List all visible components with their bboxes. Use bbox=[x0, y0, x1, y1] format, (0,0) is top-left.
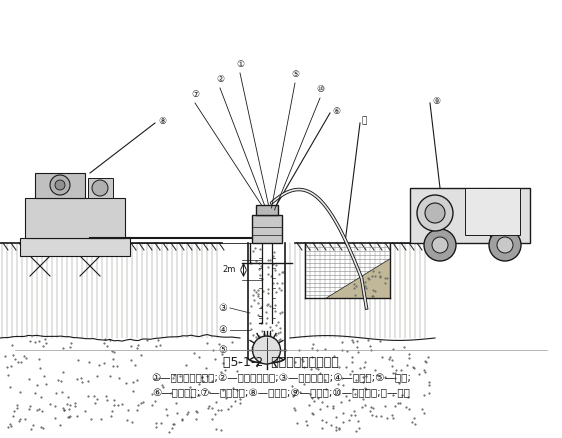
Bar bbox=[25, 198, 125, 238]
Text: ①—气密式旋转钻头;②—气密式传动杆;③—气密式钻杆;④—喷射嘴;⑤—钻头;: ①—气密式旋转钻头;②—气密式传动杆;③—气密式钻杆;④—喷射嘴;⑤—钻头; bbox=[151, 373, 411, 383]
Circle shape bbox=[50, 175, 70, 195]
Circle shape bbox=[252, 336, 280, 364]
Circle shape bbox=[425, 203, 445, 223]
Circle shape bbox=[92, 180, 108, 196]
Bar bbox=[20, 238, 130, 256]
Bar bbox=[465, 188, 520, 235]
Bar bbox=[256, 205, 278, 215]
Text: ⑧: ⑧ bbox=[158, 117, 166, 126]
Text: 2m: 2m bbox=[222, 265, 235, 275]
Bar bbox=[88, 178, 113, 198]
Text: ⑨: ⑨ bbox=[432, 96, 440, 106]
Bar bbox=[410, 188, 530, 243]
Circle shape bbox=[489, 229, 521, 261]
Text: 图5-1-2  气举反循环工作原理: 图5-1-2 气举反循环工作原理 bbox=[223, 356, 339, 368]
Bar bbox=[0, 243, 562, 438]
Text: ⑦: ⑦ bbox=[191, 90, 199, 99]
Circle shape bbox=[497, 237, 513, 253]
Bar bbox=[35, 173, 85, 198]
Text: ⑪: ⑪ bbox=[362, 117, 368, 126]
Text: ⑩: ⑩ bbox=[316, 85, 324, 94]
Text: ⑥—压送软管;⑦—旋转台盘;⑧—液压泵;⑨—压气机;⑩—空气软管;⑪—水槽: ⑥—压送软管;⑦—旋转台盘;⑧—液压泵;⑨—压气机;⑩—空气软管;⑪—水槽 bbox=[152, 388, 410, 398]
Polygon shape bbox=[325, 258, 390, 298]
Text: ③: ③ bbox=[219, 303, 228, 313]
Circle shape bbox=[55, 180, 65, 190]
Circle shape bbox=[432, 237, 448, 253]
Text: ⑤: ⑤ bbox=[291, 70, 299, 79]
Text: ⑥: ⑥ bbox=[332, 106, 340, 116]
Text: ①: ① bbox=[236, 60, 244, 69]
Bar bbox=[252, 215, 282, 243]
Bar bbox=[0, 0, 562, 243]
Text: ②: ② bbox=[216, 75, 224, 84]
Circle shape bbox=[424, 229, 456, 261]
Text: ④: ④ bbox=[219, 325, 228, 335]
Circle shape bbox=[417, 195, 453, 231]
Text: ⑤: ⑤ bbox=[219, 345, 228, 355]
